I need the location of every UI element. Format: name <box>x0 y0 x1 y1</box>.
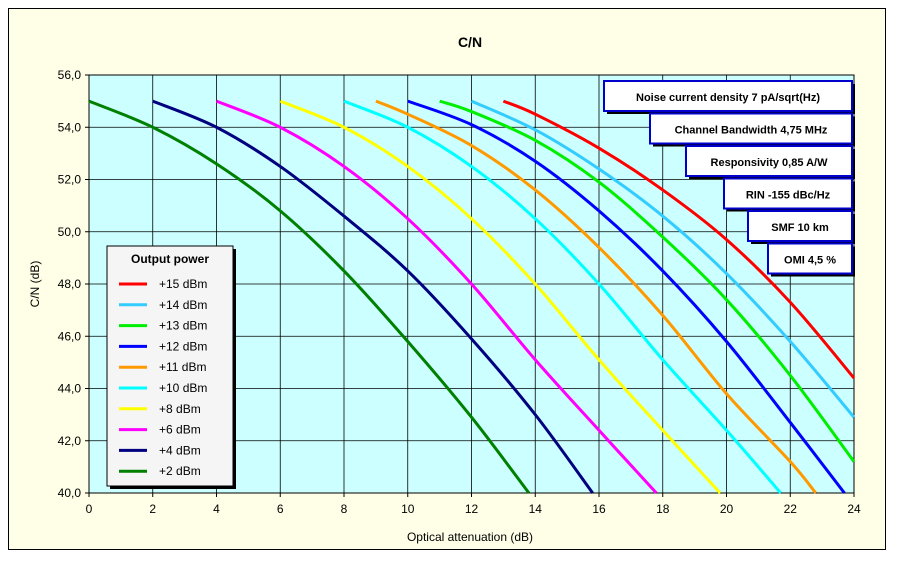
y-tick-label: 46,0 <box>58 329 82 343</box>
x-tick-label: 20 <box>720 502 734 516</box>
legend-item-label: +10 dBm <box>159 381 207 395</box>
y-tick-label: 40,0 <box>58 486 82 500</box>
legend-title: Output power <box>131 252 209 266</box>
y-tick-label: 56,0 <box>58 68 82 82</box>
x-tick-label: 24 <box>847 502 861 516</box>
x-tick-label: 8 <box>341 502 348 516</box>
x-tick-label: 12 <box>465 502 479 516</box>
series-line-10dbm <box>343 99 782 494</box>
series-line-12dbm <box>407 99 846 494</box>
y-tick-label: 50,0 <box>58 225 82 239</box>
y-tick-label: 42,0 <box>58 434 82 448</box>
legend-item-label: +14 dBm <box>159 298 207 312</box>
annotation-box <box>685 145 853 177</box>
x-tick-label: 16 <box>592 502 606 516</box>
series-line-14dbm <box>470 99 856 419</box>
legend-item-label: +12 dBm <box>159 339 207 353</box>
y-axis-ticks: 40,0 42,0 44,0 46,0 48,0 50,0 52,0 54,0 56,0 <box>58 68 89 500</box>
x-tick-label: 22 <box>784 502 798 516</box>
y-tick-label: 54,0 <box>58 120 82 134</box>
y-tick-label: 44,0 <box>58 382 82 396</box>
series-lines <box>88 99 856 495</box>
series-line-13dbm <box>439 99 856 463</box>
annotation-text: SMF 10 km <box>771 222 829 234</box>
annotation-box <box>767 242 853 275</box>
annotation-text: OMI 4,5 % <box>784 255 836 267</box>
legend-item-label: +4 dBm <box>159 443 201 457</box>
x-axis-ticks: 0 2 4 6 8 10 12 14 16 18 20 22 24 <box>86 493 861 516</box>
annotation-boxes: Noise current density 7 pA/sqrt(Hz) Chann… <box>603 80 855 277</box>
series-line-2dbm <box>88 99 531 494</box>
annotation-box <box>649 112 853 145</box>
y-tick-label: 48,0 <box>58 277 82 291</box>
annotation-text: Noise current density 7 pA/sqrt(Hz) <box>636 92 820 104</box>
x-axis-label: Optical attenuation (dB) <box>407 530 533 544</box>
legend-item-label: +11 dBm <box>159 360 206 374</box>
annotation-text: Responsivity 0,85 A/W <box>711 157 829 169</box>
legend-item-label: +6 dBm <box>159 423 201 437</box>
annotation-text: Channel Bandwidth 4,75 MHz <box>675 125 828 137</box>
legend-item-label: +2 dBm <box>159 464 201 478</box>
x-tick-label: 2 <box>149 502 156 516</box>
x-tick-label: 14 <box>529 502 543 516</box>
x-tick-label: 0 <box>86 502 93 516</box>
series-line-4dbm <box>152 99 594 494</box>
annotation-box <box>747 210 853 242</box>
legend: Output power +15 dBm +14 dBm +13 dBm +12 dBm… <box>106 245 236 489</box>
series-line-11dbm <box>375 99 817 494</box>
annotation-box <box>603 80 853 112</box>
legend-item-label: +15 dBm <box>159 277 207 291</box>
series-line-6dbm <box>215 99 658 495</box>
y-tick-label: 52,0 <box>58 173 82 187</box>
series-line-8dbm <box>279 99 722 495</box>
annotation-text: RIN -155 dBc/Hz <box>746 190 831 202</box>
x-tick-label: 10 <box>401 502 415 516</box>
x-tick-label: 6 <box>277 502 284 516</box>
legend-item-label: +13 dBm <box>159 319 207 333</box>
legend-item-label: +8 dBm <box>159 402 201 416</box>
y-axis-label: C/N (dB) <box>28 261 42 308</box>
x-tick-label: 4 <box>213 502 220 516</box>
x-tick-label: 18 <box>656 502 670 516</box>
chart-title: C/N <box>458 34 482 50</box>
series-line-15dbm <box>502 99 856 380</box>
annotation-box <box>723 177 853 210</box>
